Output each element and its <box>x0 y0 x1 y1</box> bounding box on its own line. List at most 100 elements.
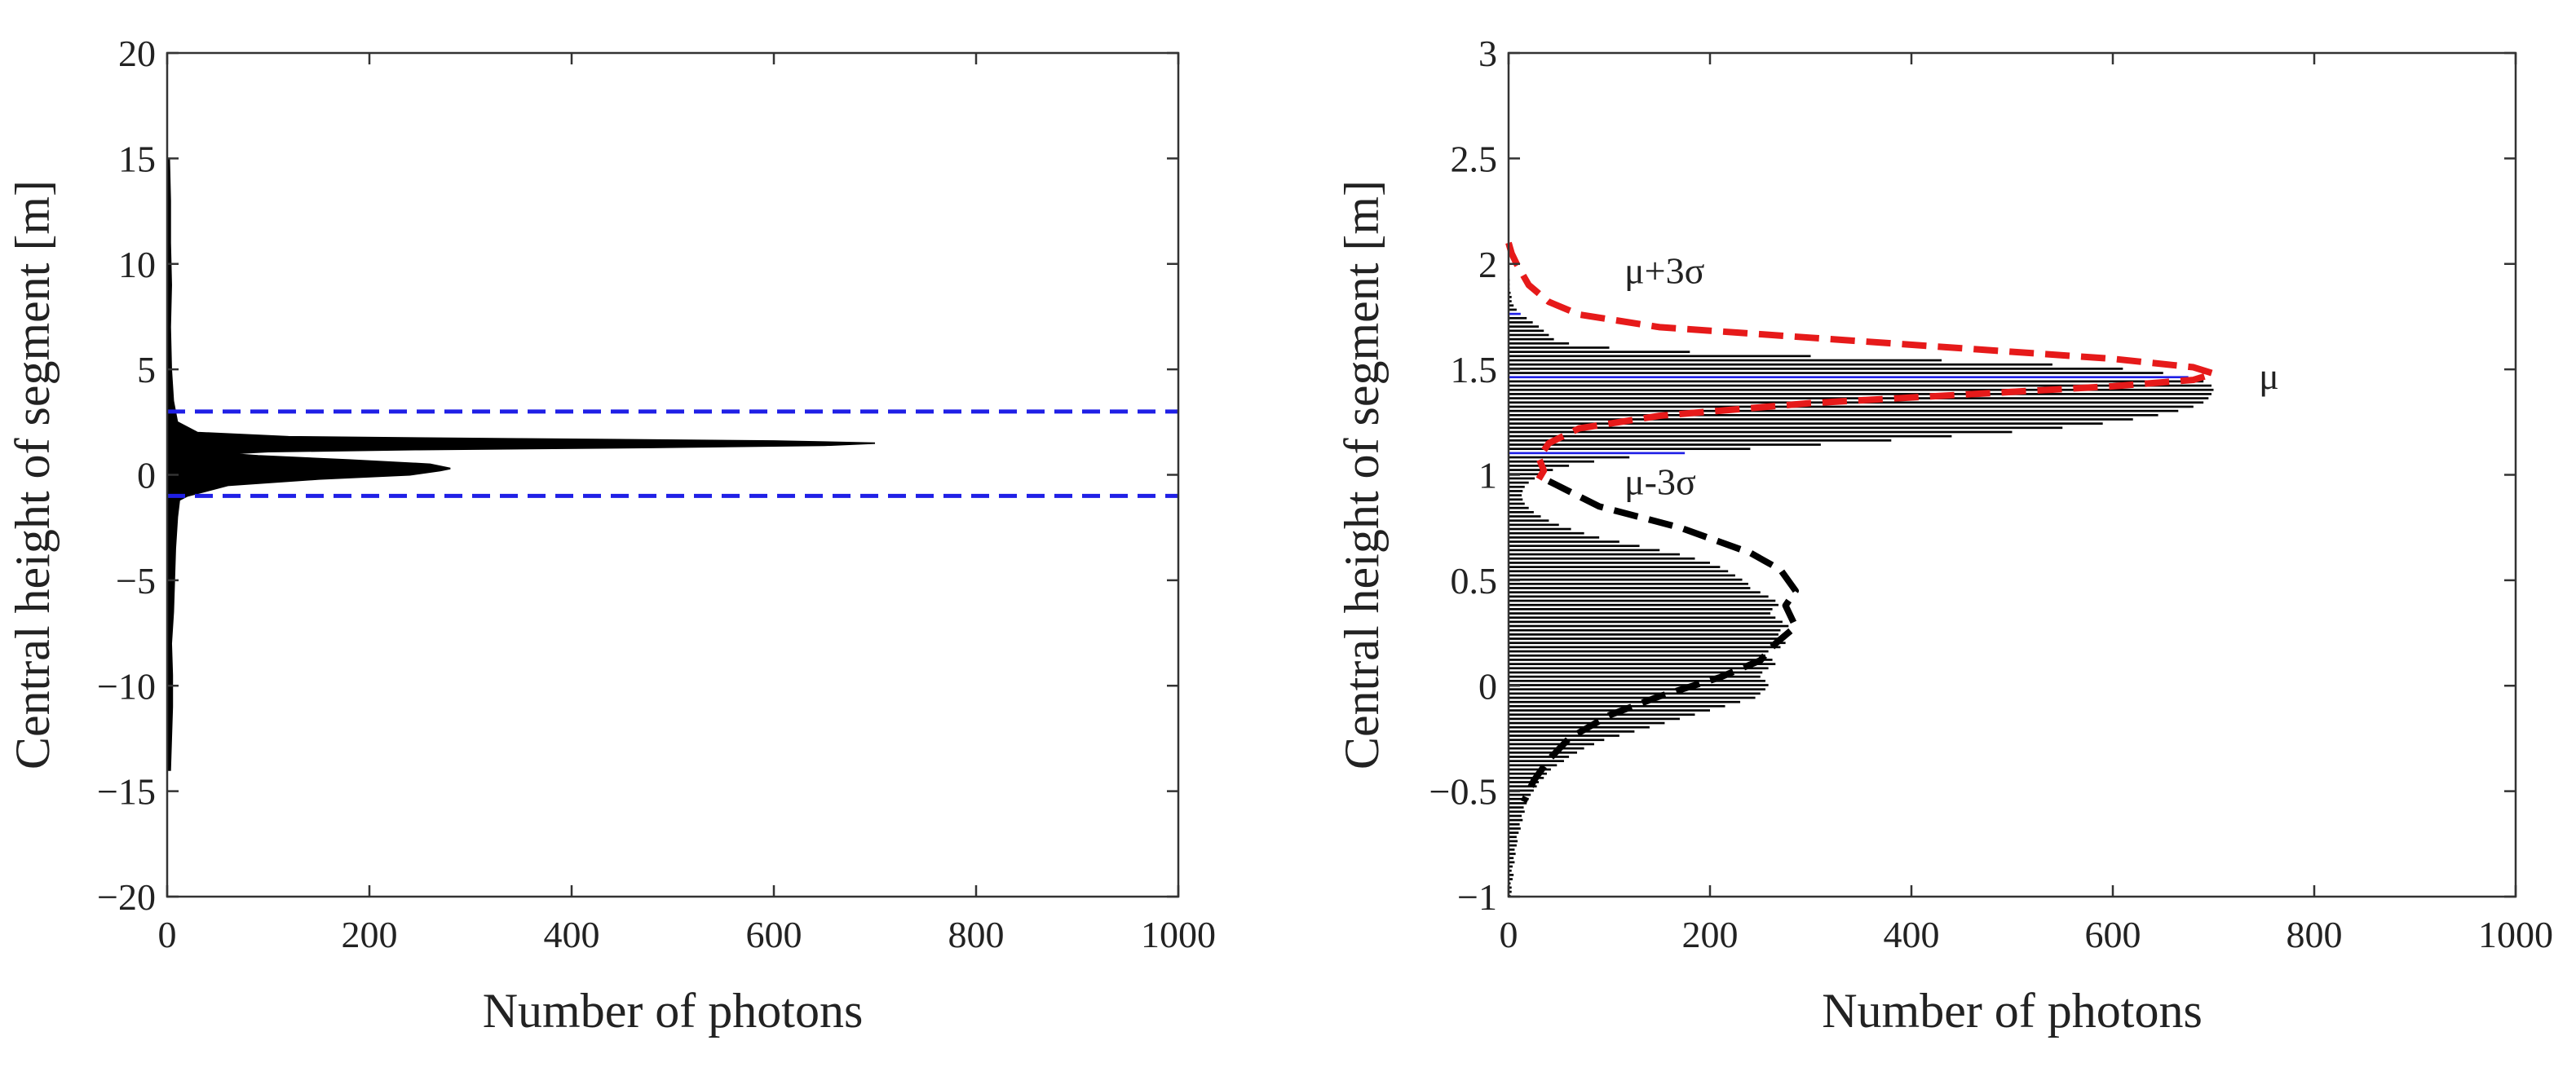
right-histogram-bar <box>1509 793 1531 796</box>
y-tick-label: −20 <box>97 876 156 918</box>
right-histogram-bars <box>1509 279 2214 897</box>
y-tick-label: 5 <box>137 349 156 390</box>
right-histogram-bar <box>1509 747 1584 750</box>
right-histogram-bar <box>1509 485 1525 488</box>
right-histogram-bar <box>1509 490 1523 492</box>
right-histogram-bar <box>1509 553 1680 556</box>
right-histogram-bar <box>1509 494 1522 496</box>
y-tick-label: 1 <box>1478 455 1497 496</box>
right-histogram-bar <box>1509 810 1525 813</box>
right-histogram-bar <box>1509 760 1564 762</box>
right-histogram-bar <box>1509 477 1535 480</box>
annotation-mu-minus-3sigma: μ-3σ <box>1624 461 1696 502</box>
right-histogram-bar <box>1509 785 1537 788</box>
right-histogram-bar <box>1509 642 1786 645</box>
right-histogram-bar <box>1509 650 1769 653</box>
right-histogram-bar <box>1509 418 2133 421</box>
right-histogram-bar <box>1509 890 1512 893</box>
right-histogram-bar <box>1509 337 1554 341</box>
right-histogram-bar <box>1509 481 1529 484</box>
right-histogram-bar <box>1509 663 1776 665</box>
right-histogram-bar <box>1509 372 2163 374</box>
right-histogram-bar <box>1509 675 1761 678</box>
right-histogram-bar <box>1509 342 1570 345</box>
right-histogram-bar <box>1509 700 1741 703</box>
right-histogram-bar <box>1509 531 1584 535</box>
right-histogram-bar <box>1509 329 1544 333</box>
right-histogram-bar <box>1509 777 1544 779</box>
right-chart-panel: 0 200 400 600 800 1000 −1 −0.5 0 0.5 1 1.5 2 2.5 3 μ+… <box>1335 33 2553 1038</box>
right-histogram-bar <box>1509 582 1748 585</box>
right-histogram-bar <box>1509 831 1519 834</box>
right-histogram-bar <box>1509 587 1751 589</box>
right-histogram-bar <box>1509 570 1729 573</box>
right-histogram-bar <box>1509 545 1640 548</box>
y-tick-label: −15 <box>97 771 156 813</box>
right-histogram-bar <box>1509 696 1756 699</box>
right-annotations: μ+3σ μ μ-3σ <box>1624 250 2279 503</box>
right-histogram-bar <box>1509 603 1778 606</box>
right-histogram-bar <box>1509 730 1635 733</box>
right-histogram-bar <box>1509 304 1514 307</box>
right-histogram-bar <box>1509 566 1721 568</box>
right-histogram-bar <box>1509 422 2103 425</box>
right-fitted-curves <box>1505 241 2217 804</box>
right-histogram-bar <box>1509 409 2179 412</box>
right-histogram-bar <box>1509 743 1594 746</box>
annotation-mu-plus-3sigma: μ+3σ <box>1624 250 1705 292</box>
right-histogram-bar <box>1509 667 1769 670</box>
right-histogram-bar <box>1509 878 1513 880</box>
x-tick-label: 800 <box>2287 914 2343 955</box>
right-histogram-bar <box>1509 333 1549 337</box>
right-histogram-bar <box>1509 434 1952 438</box>
right-histogram-bar <box>1509 591 1761 593</box>
y-tick-label: −1 <box>1457 876 1497 918</box>
right-histogram-bar <box>1509 836 1517 839</box>
right-upper-fit-curve <box>1505 241 2217 481</box>
right-histogram-bar <box>1509 443 1821 446</box>
x-tick-label: 400 <box>1884 914 1940 955</box>
x-tick-label: 0 <box>1500 914 1518 955</box>
right-histogram-bar <box>1509 734 1619 737</box>
right-histogram-bar <box>1509 768 1551 771</box>
right-histogram-bar <box>1509 789 1534 792</box>
right-histogram-bar <box>1509 865 1513 868</box>
right-histogram-bar <box>1509 456 1630 459</box>
right-lower-fit-curve <box>1520 478 1799 804</box>
right-histogram-bar <box>1509 646 1781 649</box>
x-tick-label: 1000 <box>2478 914 2553 955</box>
right-histogram-bar <box>1509 574 1735 577</box>
y-tick-label: 2.5 <box>1451 138 1498 179</box>
right-histogram-bar <box>1509 869 1512 872</box>
right-y-axis-label: Central height of segment [m] <box>1335 180 1389 769</box>
right-histogram-bar <box>1509 717 1680 721</box>
right-histogram-bar <box>1509 363 2052 366</box>
right-histogram-bar <box>1509 709 1710 712</box>
right-histogram-bar <box>1509 578 1743 581</box>
y-tick-label: 0 <box>1478 665 1497 707</box>
left-chart-panel: 0 200 400 600 800 1000 −20 −15 −10 −5 0 5 10 15 20 Nu… <box>6 33 1216 1038</box>
right-histogram-bar <box>1509 797 1529 800</box>
right-histogram-bar <box>1509 844 1517 847</box>
left-x-axis-label: Number of photons <box>483 984 864 1038</box>
right-histogram-bar <box>1509 802 1527 805</box>
right-histogram-bar <box>1509 502 1525 505</box>
y-tick-label: 10 <box>118 244 156 285</box>
right-histogram-bar <box>1509 756 1570 758</box>
right-histogram-bar <box>1509 713 1695 716</box>
left-y-axis: −20 −15 −10 −5 0 5 10 15 20 <box>97 33 1178 918</box>
y-tick-label: −5 <box>116 560 156 602</box>
right-histogram-bar <box>1509 506 1529 509</box>
right-histogram-bar <box>1509 351 1690 354</box>
left-x-axis: 0 200 400 600 800 1000 <box>158 53 1216 955</box>
right-histogram-bar <box>1509 886 1512 889</box>
x-tick-label: 200 <box>1682 914 1739 955</box>
right-histogram-bar <box>1509 473 1543 476</box>
right-histogram-bar <box>1509 857 1514 860</box>
right-histogram-bar <box>1509 688 1765 691</box>
right-histogram-bar <box>1509 721 1665 725</box>
x-tick-label: 1000 <box>1141 914 1216 955</box>
right-histogram-bar <box>1509 874 1514 876</box>
right-histogram-bar <box>1509 595 1769 598</box>
right-x-axis-label: Number of photons <box>1822 984 2203 1038</box>
